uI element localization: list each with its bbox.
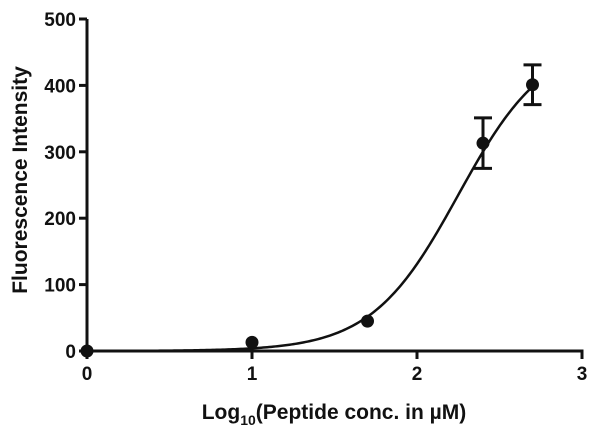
y-tick-label: 0 <box>65 342 76 363</box>
data-point <box>245 335 259 349</box>
x-axis-title-subscript: 10 <box>240 412 256 428</box>
tick-labels: 0 100 200 300 400 500 0 1 2 3 <box>44 10 587 385</box>
x-tick-label: 2 <box>412 364 423 385</box>
fit-curve <box>87 85 534 353</box>
data-point <box>526 78 539 92</box>
y-axis-title: Fluorescence Intensity <box>9 66 32 294</box>
x-axis-title-prefix: Log <box>202 401 240 424</box>
axes <box>79 17 584 359</box>
y-tick-label: 300 <box>44 143 76 164</box>
data-point <box>80 344 94 358</box>
data-point <box>361 314 374 328</box>
x-axis-title: Log10(Peptide conc. in µM) <box>202 401 467 428</box>
x-tick-label: 3 <box>577 364 588 385</box>
y-tick-label: 200 <box>44 209 76 230</box>
x-tick-label: 1 <box>247 364 258 385</box>
data-point <box>476 136 490 150</box>
data-marks <box>80 63 542 358</box>
y-tick-label: 400 <box>44 76 76 97</box>
fit-curve-layer <box>87 85 534 353</box>
y-tick-label: 100 <box>44 276 76 297</box>
x-axis-title-suffix: (Peptide conc. in µM) <box>256 401 466 424</box>
y-tick-label: 500 <box>44 10 76 31</box>
x-tick-label: 0 <box>82 364 93 385</box>
